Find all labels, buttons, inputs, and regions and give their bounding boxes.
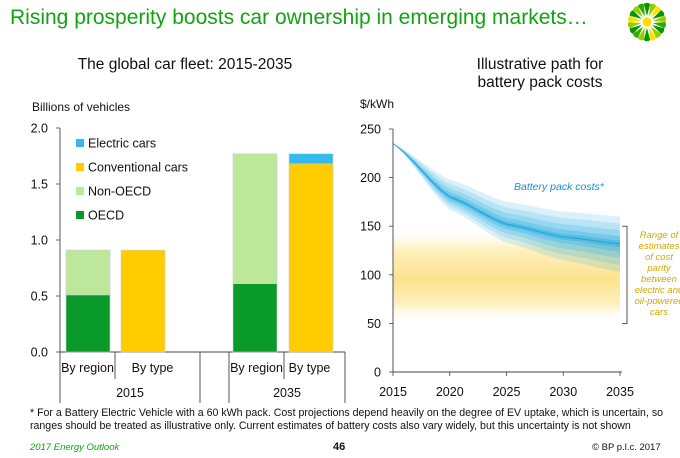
left-y-tick-label: 2.0 [31, 122, 48, 136]
logo-petal [632, 6, 644, 18]
legend-swatch [76, 211, 84, 219]
right-chart-title-line1: Illustrative path for [476, 56, 604, 73]
logo-petal [650, 26, 662, 38]
page-number: 46 [333, 441, 346, 453]
parity-range-label: Range of [640, 230, 680, 241]
right-x-tick-label: 2035 [606, 385, 634, 399]
left-category-label: By type [289, 361, 331, 375]
copyright: © BP p.l.c. 2017 [592, 442, 661, 453]
logo-petal [643, 28, 651, 42]
left-y-tick-label: 1.0 [31, 234, 48, 248]
right-y-tick-label: 100 [360, 268, 381, 282]
right-y-tick-label: 50 [367, 317, 381, 331]
parity-range-label: oil-powered [634, 296, 680, 307]
slide-title: Rising prosperity boosts car ownership i… [10, 6, 588, 29]
right-chart-title-line2: battery pack costs [477, 74, 603, 91]
legend-swatch [76, 139, 84, 147]
battery-cost-band [393, 143, 620, 272]
fleet-bar-chart: Billions of vehicles 0.0 0.5 1.0 1.5 2.0 By re… [31, 100, 346, 403]
right-x-tick-label: 2025 [493, 385, 521, 399]
parity-range-band [393, 226, 620, 324]
legend-label: OECD [88, 209, 124, 223]
parity-range-label: of cost [645, 252, 673, 263]
bar-non-oecd [232, 153, 278, 284]
battery-cost-band [393, 143, 620, 248]
logo-petal [652, 21, 667, 29]
parity-range-label: between [641, 274, 677, 285]
footnote: * For a Battery Electric Vehicle with a … [30, 407, 664, 432]
bar-electric-cars [288, 153, 334, 165]
parity-range-label: cars [650, 307, 668, 318]
bar-oecd [232, 283, 278, 353]
logo-petal [652, 15, 667, 23]
logo-petal [629, 10, 642, 19]
logo-petal [637, 27, 645, 41]
footer-source: 2017 Energy Outlook [30, 442, 120, 453]
right-y-tick-label: 200 [360, 171, 381, 185]
logo-petal [649, 3, 657, 17]
bar-conventional-cars [288, 163, 334, 353]
battery-cost-central-line [392, 143, 621, 245]
logo-petal [627, 21, 642, 29]
logo-petal [627, 15, 642, 23]
left-category-label: By region [230, 361, 283, 375]
left-y-tick-label: 0.0 [31, 346, 48, 360]
left-chart-title: The global car fleet: 2015-2035 [77, 56, 293, 73]
left-y-axis-label: Billions of vehicles [32, 100, 130, 114]
legend-swatch [76, 187, 84, 195]
bar-oecd [65, 294, 111, 353]
parity-range-label: electric and [635, 285, 680, 296]
right-chart-title: Illustrative path for battery pack costs [415, 56, 665, 92]
legend-label: Conventional cars [88, 161, 188, 175]
left-category-label: By type [132, 361, 174, 375]
right-x-tick-label: 2015 [379, 385, 407, 399]
right-y-tick-label: 150 [360, 220, 381, 234]
parity-range-label: estimates [639, 241, 680, 252]
right-y-axis-label: $/kWh [360, 97, 394, 111]
logo-petal [629, 25, 642, 34]
bp-helios-logo [627, 2, 667, 42]
battery-cost-band [393, 143, 620, 265]
bar-conventional-cars [120, 249, 166, 353]
bar-non-oecd [65, 249, 111, 296]
right-y-tick-label: 250 [360, 123, 381, 137]
right-y-tick-label: 0 [374, 366, 381, 380]
logo-petal [649, 27, 657, 41]
right-x-tick-label: 2030 [549, 385, 577, 399]
legend-label: Non-OECD [88, 185, 151, 199]
right-x-tick-label: 2020 [436, 385, 464, 399]
logo-petal [650, 6, 662, 18]
battery-cost-band [393, 143, 620, 258]
left-group-label: 2035 [273, 386, 301, 400]
legend-label: Electric cars [88, 137, 156, 151]
logo-petal [652, 10, 665, 19]
parity-range-label: parity [646, 263, 671, 274]
parity-range-bracket [622, 225, 628, 324]
left-y-tick-label: 0.5 [31, 290, 48, 304]
left-y-tick-label: 1.5 [31, 178, 48, 192]
logo-petal [652, 25, 665, 34]
battery-cost-label: Battery pack costs* [514, 181, 605, 193]
logo-petal [632, 26, 644, 38]
logo-petal [643, 2, 651, 16]
left-category-label: By region [61, 361, 114, 375]
logo-petal [637, 3, 645, 17]
left-group-label: 2015 [116, 386, 144, 400]
battery-cost-chart: Battery pack costs* $/kWh 0 50 100 150 200 250 2… [360, 97, 680, 399]
legend-swatch [76, 163, 84, 171]
